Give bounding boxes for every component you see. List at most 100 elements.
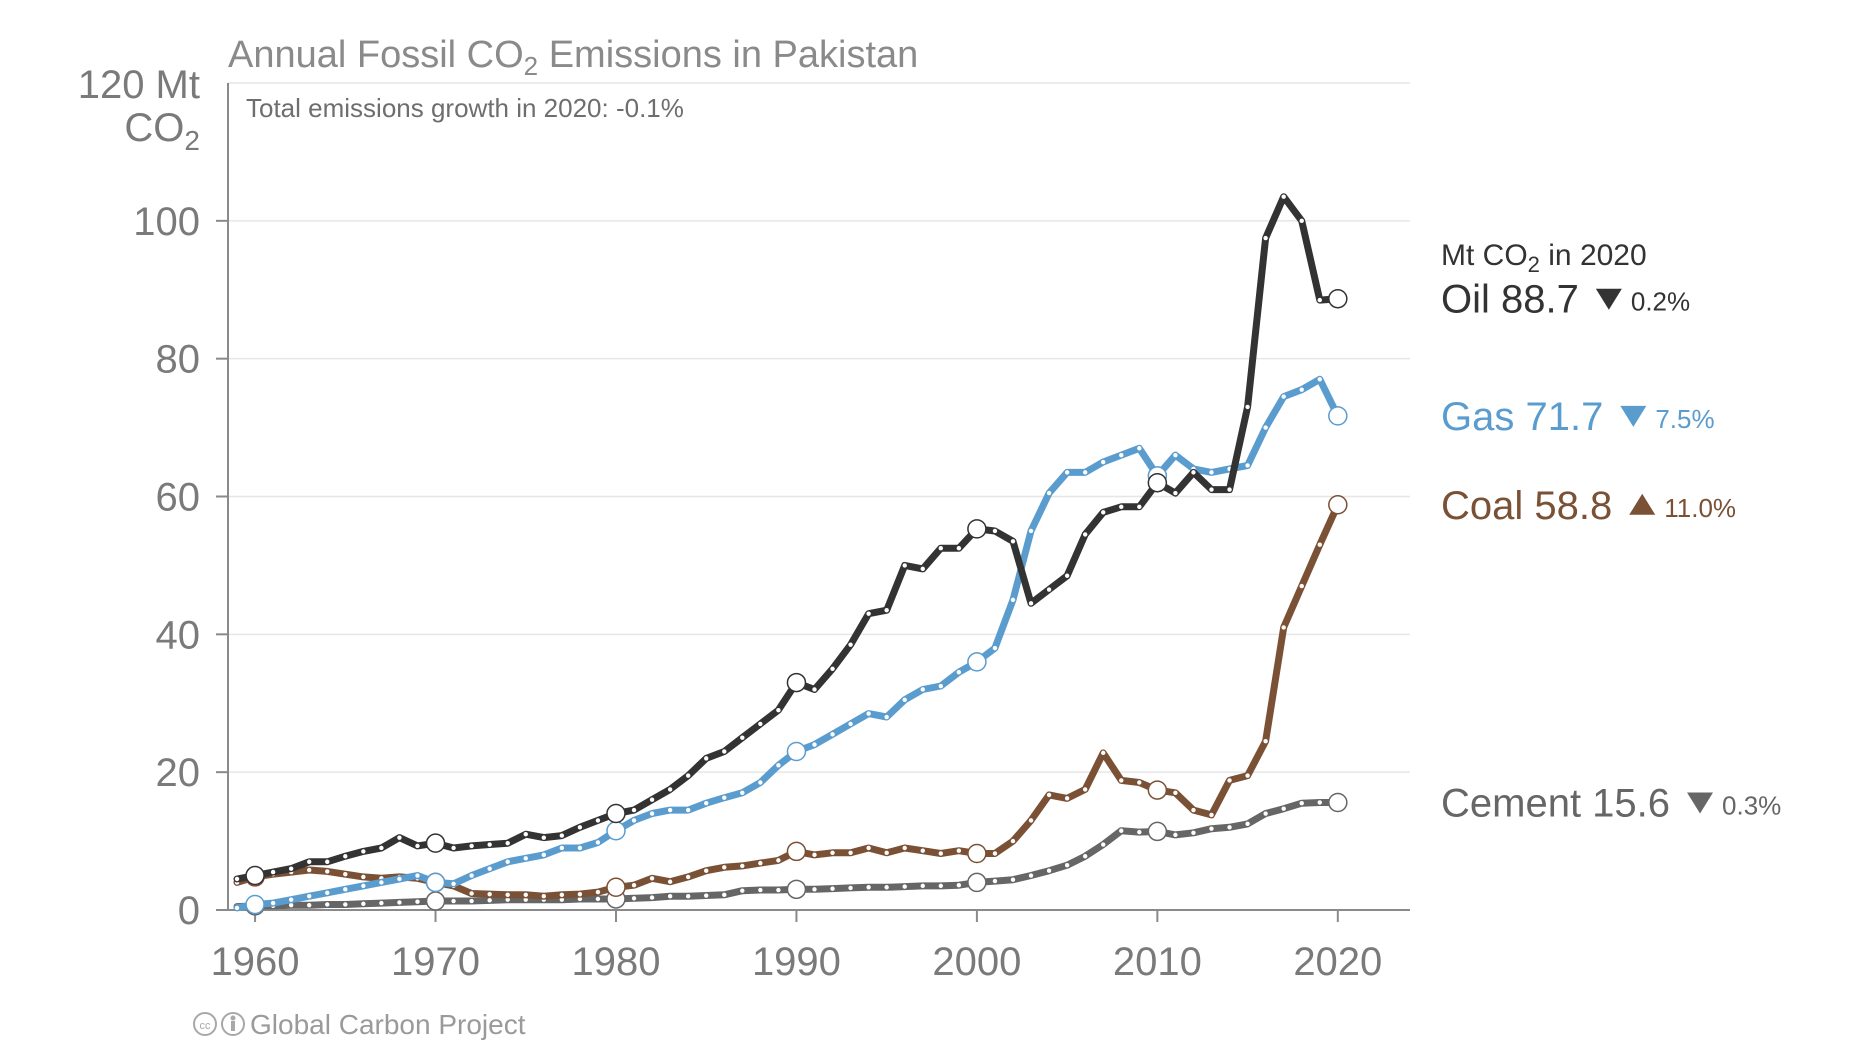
attribution-icon-body <box>231 1021 235 1031</box>
oil-point <box>920 566 925 572</box>
gas-point <box>704 800 709 806</box>
gas-point <box>776 763 781 768</box>
gas-point <box>415 873 420 878</box>
gas-point <box>307 894 312 899</box>
gas-point <box>830 732 835 737</box>
gas-point <box>361 883 366 889</box>
cement-point <box>595 896 601 902</box>
oil-point <box>1046 587 1052 592</box>
coal-point <box>1082 787 1088 792</box>
oil-point <box>1010 539 1016 544</box>
gas-marker <box>606 820 626 841</box>
cement-point <box>812 887 817 892</box>
oil-point <box>469 843 474 849</box>
gas-point <box>325 890 330 895</box>
cement-point <box>667 894 673 899</box>
coal-point <box>848 850 853 855</box>
oil-point <box>685 773 691 778</box>
gas-marker <box>1328 406 1348 426</box>
oil-marker <box>967 519 987 539</box>
coal-point <box>1245 773 1250 778</box>
gas-marker <box>967 652 987 672</box>
coal-point <box>577 891 583 897</box>
gas-point <box>379 880 384 885</box>
cement-point <box>343 902 348 907</box>
gas-point <box>866 711 871 716</box>
oil-point <box>325 859 330 864</box>
cement-marker <box>967 872 987 893</box>
oil-point <box>938 545 944 551</box>
oil-point <box>631 807 637 813</box>
gas-point <box>523 856 528 861</box>
oil-marker <box>1147 472 1168 493</box>
gas-marker <box>245 894 265 915</box>
legend-cement-label: Cement 15.6 <box>1441 781 1670 825</box>
oil-point <box>1064 573 1070 578</box>
gas-point <box>505 859 510 864</box>
coal-point <box>776 858 781 863</box>
coal-point <box>920 848 925 853</box>
coal-point <box>1227 778 1232 783</box>
gas-marker <box>786 741 807 762</box>
oil-point <box>1245 404 1250 410</box>
oil-point <box>956 545 962 551</box>
coal-point <box>1046 792 1052 798</box>
oil-point <box>559 833 565 838</box>
cement-point <box>685 894 691 899</box>
coal-point <box>1137 780 1142 785</box>
gas-point <box>685 807 691 813</box>
cc-icon-label: cc <box>200 1020 212 1032</box>
gas-point <box>1082 470 1088 475</box>
oil-point <box>1173 490 1178 496</box>
legend-item-cement: Cement 15.6 0.3% <box>1441 781 1781 825</box>
cement-point <box>1028 873 1034 878</box>
cement-point <box>776 887 781 893</box>
coal-point <box>505 892 510 898</box>
oil-point <box>577 825 583 830</box>
coal-point <box>649 876 655 881</box>
gas-point <box>902 697 907 703</box>
coal-marker <box>1147 780 1168 800</box>
coal-point <box>1209 812 1214 818</box>
legend-cement-down-arrow-icon <box>1687 792 1714 814</box>
cement-point <box>1173 832 1178 838</box>
coal-point <box>1064 796 1070 801</box>
gas-point <box>649 811 655 816</box>
oil-point <box>234 876 240 882</box>
coal-point <box>704 868 709 873</box>
gas-point <box>1101 459 1106 465</box>
gas-point <box>595 840 601 845</box>
coal-point <box>559 892 565 898</box>
oil-point <box>902 563 907 568</box>
oil-marker <box>606 803 626 824</box>
coal-point <box>307 867 312 873</box>
cement-point <box>1101 842 1106 847</box>
oil-point <box>1082 532 1088 537</box>
gas-point <box>758 780 763 785</box>
gas-point <box>397 876 402 882</box>
gas-point <box>487 866 492 871</box>
cement-point <box>722 892 727 898</box>
series-lines <box>233 193 1348 916</box>
gas-point <box>920 687 925 692</box>
oil-marker <box>425 833 446 853</box>
cement-point <box>992 878 998 884</box>
legend-oil-down-arrow-icon <box>1595 288 1622 310</box>
cement-point <box>559 897 565 902</box>
coal-point <box>992 851 998 856</box>
legend-coal-label: Coal 58.8 <box>1441 484 1612 528</box>
coal-point <box>595 889 601 895</box>
legend-heading: Mt CO2 in 2020 <box>1441 239 1647 277</box>
coal-point <box>830 850 835 855</box>
coal-point <box>1317 542 1322 547</box>
x-tick-label: 2010 <box>1113 940 1202 984</box>
coal-point <box>523 892 528 898</box>
y-tick-label: 40 <box>156 613 201 657</box>
oil-point <box>866 611 871 616</box>
cement-point <box>1317 800 1322 805</box>
y-ticks: 0 20 40 60 80 100 <box>133 200 228 933</box>
cement-point <box>1299 800 1304 806</box>
y-tick-label: 100 <box>133 200 200 244</box>
oil-point <box>270 869 276 875</box>
